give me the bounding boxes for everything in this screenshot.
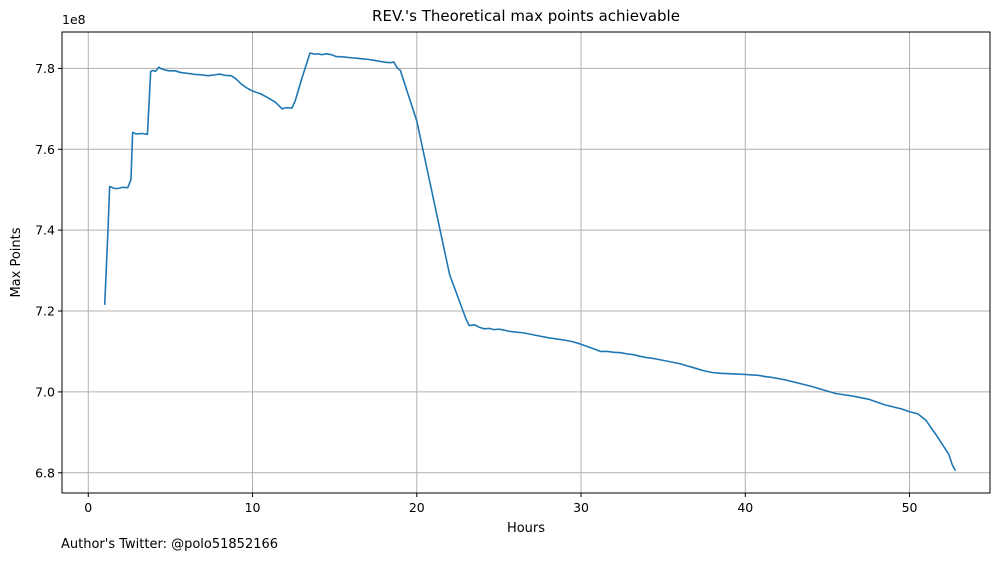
axes-frame xyxy=(61,31,991,494)
x-tick-label: 30 xyxy=(573,500,589,515)
y-tick-label: 7.2 xyxy=(35,304,55,319)
author-credit: Author's Twitter: @polo51852166 xyxy=(61,537,279,552)
x-tick-label: 20 xyxy=(409,500,425,515)
x-axis-label: Hours xyxy=(507,521,545,536)
y-axis-label: Max Points xyxy=(9,227,24,297)
grid xyxy=(62,32,990,493)
chart-title: REV.'s Theoretical max points achievable xyxy=(372,7,680,25)
y-tick-label: 7.6 xyxy=(35,142,55,157)
x-tick-label: 50 xyxy=(902,500,918,515)
y-tick-label: 7.8 xyxy=(35,61,55,76)
x-tick-label: 40 xyxy=(737,500,753,515)
series-line xyxy=(103,52,957,472)
y-tick-label: 7.4 xyxy=(35,223,55,238)
x-tick-label: 0 xyxy=(84,500,92,515)
plot-area xyxy=(103,52,957,472)
y-tick-label: 6.8 xyxy=(35,465,55,480)
y-tick-label: 7.0 xyxy=(35,384,55,399)
x-tick-label: 10 xyxy=(245,500,261,515)
ticks: 0 10 20 30 40 50 6.8 7.0 7.2 7.4 7.6 7.8 xyxy=(35,61,917,515)
y-offset-label: 1e8 xyxy=(62,12,86,27)
